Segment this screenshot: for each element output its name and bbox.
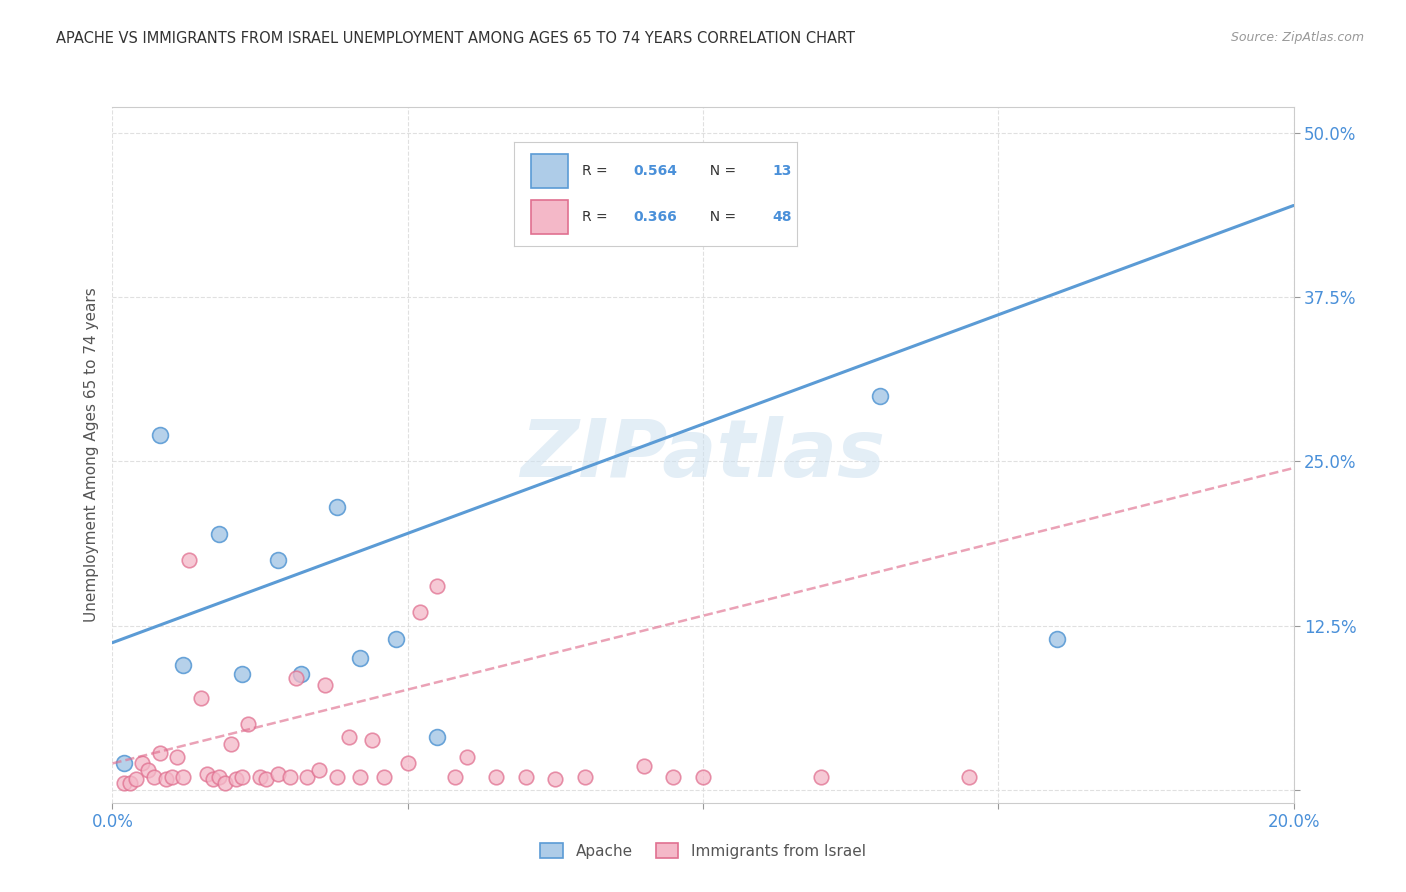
- Point: [267, 767, 290, 781]
- Point: [515, 770, 537, 784]
- Text: ZIPatlas: ZIPatlas: [520, 416, 886, 494]
- Point: [155, 772, 177, 787]
- Point: [957, 770, 980, 784]
- Point: [120, 776, 142, 790]
- Point: [225, 772, 247, 787]
- Point: [692, 770, 714, 784]
- Point: [444, 770, 467, 784]
- Point: [396, 756, 419, 771]
- Point: [456, 749, 478, 764]
- Point: [574, 770, 596, 784]
- Text: Source: ZipAtlas.com: Source: ZipAtlas.com: [1230, 31, 1364, 45]
- Point: [190, 690, 212, 705]
- Legend: Apache, Immigrants from Israel: Apache, Immigrants from Israel: [534, 837, 872, 864]
- Point: [662, 770, 685, 784]
- Point: [195, 767, 218, 781]
- Point: [349, 770, 371, 784]
- Point: [112, 756, 135, 771]
- Point: [254, 772, 277, 787]
- Point: [337, 730, 360, 744]
- Point: [131, 756, 153, 771]
- Point: [326, 770, 349, 784]
- Point: [249, 770, 271, 784]
- Point: [297, 770, 319, 784]
- Point: [326, 500, 349, 515]
- Point: [172, 657, 194, 672]
- Point: [385, 632, 408, 646]
- Point: [308, 763, 330, 777]
- Point: [238, 717, 260, 731]
- Point: [869, 389, 891, 403]
- Point: [426, 579, 449, 593]
- Point: [485, 770, 508, 784]
- Point: [633, 759, 655, 773]
- Point: [166, 749, 188, 764]
- Point: [361, 732, 384, 747]
- Point: [179, 553, 201, 567]
- Point: [290, 667, 312, 681]
- Point: [172, 770, 194, 784]
- Point: [267, 553, 290, 567]
- Point: [1046, 632, 1069, 646]
- Point: [544, 772, 567, 787]
- Point: [278, 770, 301, 784]
- Point: [208, 526, 231, 541]
- Point: [136, 763, 159, 777]
- Point: [373, 770, 395, 784]
- Point: [349, 651, 371, 665]
- Point: [149, 428, 172, 442]
- Point: [142, 770, 165, 784]
- Y-axis label: Unemployment Among Ages 65 to 74 years: Unemployment Among Ages 65 to 74 years: [83, 287, 98, 623]
- Point: [149, 746, 172, 760]
- Point: [231, 770, 253, 784]
- Point: [112, 776, 135, 790]
- Point: [125, 772, 148, 787]
- Point: [201, 772, 224, 787]
- Point: [208, 770, 231, 784]
- Point: [810, 770, 832, 784]
- Point: [408, 606, 430, 620]
- Point: [284, 671, 307, 685]
- Text: APACHE VS IMMIGRANTS FROM ISRAEL UNEMPLOYMENT AMONG AGES 65 TO 74 YEARS CORRELAT: APACHE VS IMMIGRANTS FROM ISRAEL UNEMPLO…: [56, 31, 855, 46]
- Point: [214, 776, 236, 790]
- Point: [231, 667, 253, 681]
- Point: [219, 737, 242, 751]
- Point: [314, 678, 336, 692]
- Point: [426, 730, 449, 744]
- Point: [160, 770, 183, 784]
